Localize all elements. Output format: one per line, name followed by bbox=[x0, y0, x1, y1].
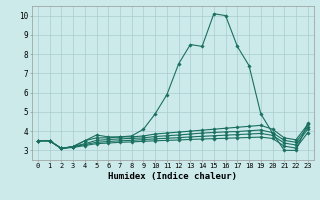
X-axis label: Humidex (Indice chaleur): Humidex (Indice chaleur) bbox=[108, 172, 237, 181]
